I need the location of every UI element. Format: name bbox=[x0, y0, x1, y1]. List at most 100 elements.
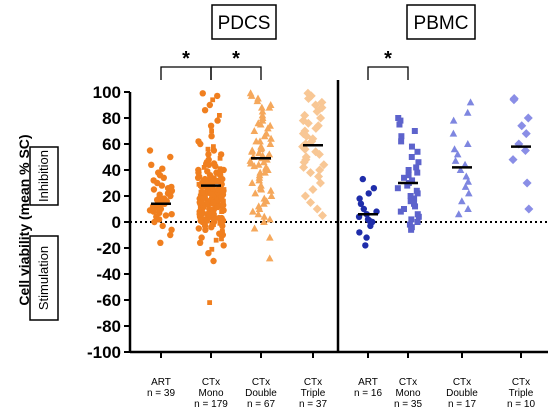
data-point bbox=[195, 225, 202, 232]
data-point bbox=[523, 113, 533, 123]
data-point bbox=[211, 144, 216, 149]
data-point bbox=[203, 162, 208, 168]
data-point bbox=[159, 222, 166, 230]
data-point bbox=[409, 177, 416, 184]
x-group-label: ART bbox=[358, 377, 378, 388]
data-point bbox=[398, 133, 405, 140]
x-group-label: ART bbox=[151, 377, 171, 388]
data-point bbox=[407, 193, 414, 199]
data-point bbox=[215, 214, 223, 222]
y-tick-label: -20 bbox=[96, 239, 121, 258]
data-point bbox=[398, 138, 405, 145]
data-point bbox=[217, 220, 223, 226]
y-tick-label: -40 bbox=[96, 265, 121, 284]
data-point bbox=[267, 134, 275, 142]
x-group-label: Double bbox=[245, 388, 277, 399]
data-point bbox=[260, 199, 268, 207]
data-point bbox=[356, 195, 363, 202]
y-tick-label: 100 bbox=[93, 83, 121, 102]
data-point bbox=[258, 107, 267, 115]
data-point bbox=[209, 206, 214, 212]
data-point bbox=[213, 237, 219, 243]
data-point bbox=[150, 186, 158, 193]
data-point bbox=[266, 140, 275, 147]
data-point bbox=[167, 153, 174, 161]
x-group-label: n = 10 bbox=[507, 399, 536, 410]
data-point bbox=[200, 189, 206, 195]
data-point bbox=[198, 183, 203, 188]
x-group-label: Mono bbox=[395, 388, 420, 399]
data-point bbox=[209, 128, 215, 134]
mean-lines bbox=[151, 144, 531, 216]
data-point bbox=[405, 172, 412, 179]
data-point bbox=[217, 166, 223, 172]
data-point bbox=[247, 91, 256, 99]
data-point bbox=[153, 196, 161, 204]
data-point bbox=[414, 190, 421, 197]
x-group-label: Triple bbox=[301, 388, 326, 399]
data-point bbox=[466, 98, 475, 106]
y-tick-label: 20 bbox=[102, 187, 121, 206]
data-point bbox=[266, 215, 274, 223]
data-point bbox=[415, 213, 422, 220]
data-point bbox=[520, 146, 530, 155]
data-point bbox=[314, 149, 324, 159]
x-group-label: CTx bbox=[252, 377, 270, 388]
data-point bbox=[357, 200, 365, 207]
data-point bbox=[408, 143, 415, 150]
data-point bbox=[300, 191, 310, 201]
data-point bbox=[360, 205, 368, 213]
x-group-label: CTx bbox=[399, 377, 417, 388]
data-point bbox=[207, 300, 213, 305]
data-point bbox=[401, 174, 408, 181]
data-point bbox=[451, 156, 460, 164]
data-point bbox=[214, 186, 222, 193]
data-point bbox=[216, 230, 223, 237]
data-point bbox=[312, 107, 322, 116]
data-point bbox=[458, 197, 466, 205]
data-point bbox=[315, 165, 325, 175]
data-point bbox=[217, 155, 223, 161]
data-point bbox=[449, 129, 458, 137]
data-point bbox=[397, 208, 404, 215]
data-point bbox=[300, 144, 310, 154]
data-point bbox=[204, 168, 211, 175]
data-point bbox=[195, 169, 202, 176]
x-group-label: n = 179 bbox=[194, 399, 228, 410]
data-point bbox=[250, 127, 259, 134]
data-point bbox=[210, 97, 216, 103]
data-point bbox=[524, 204, 534, 214]
data-point bbox=[198, 199, 205, 206]
data-point bbox=[450, 145, 459, 153]
x-group-label: n = 39 bbox=[147, 388, 176, 399]
x-group-label: CTx bbox=[512, 377, 530, 388]
data-point bbox=[251, 189, 260, 197]
data-point bbox=[250, 162, 259, 170]
data-point bbox=[155, 216, 163, 223]
data-point bbox=[248, 147, 256, 155]
data-point bbox=[453, 150, 462, 158]
data-point bbox=[162, 212, 170, 219]
data-point bbox=[267, 192, 276, 199]
data-point bbox=[219, 175, 226, 183]
data-point bbox=[299, 157, 309, 167]
data-point bbox=[461, 182, 470, 190]
data-point bbox=[257, 185, 266, 193]
data-point bbox=[210, 147, 218, 154]
data-point bbox=[312, 204, 322, 214]
data-point bbox=[414, 169, 421, 176]
data-point bbox=[158, 182, 166, 189]
data-point bbox=[253, 97, 262, 105]
data-point bbox=[314, 172, 324, 181]
data-point bbox=[260, 132, 269, 140]
data-point bbox=[408, 226, 415, 233]
data-point bbox=[265, 254, 274, 262]
data-point bbox=[157, 239, 164, 246]
data-point bbox=[148, 161, 155, 168]
data-point bbox=[412, 203, 419, 210]
y-tick-label: -100 bbox=[87, 343, 121, 362]
data-point bbox=[208, 191, 216, 198]
data-point bbox=[414, 219, 421, 225]
data-point bbox=[199, 90, 206, 97]
